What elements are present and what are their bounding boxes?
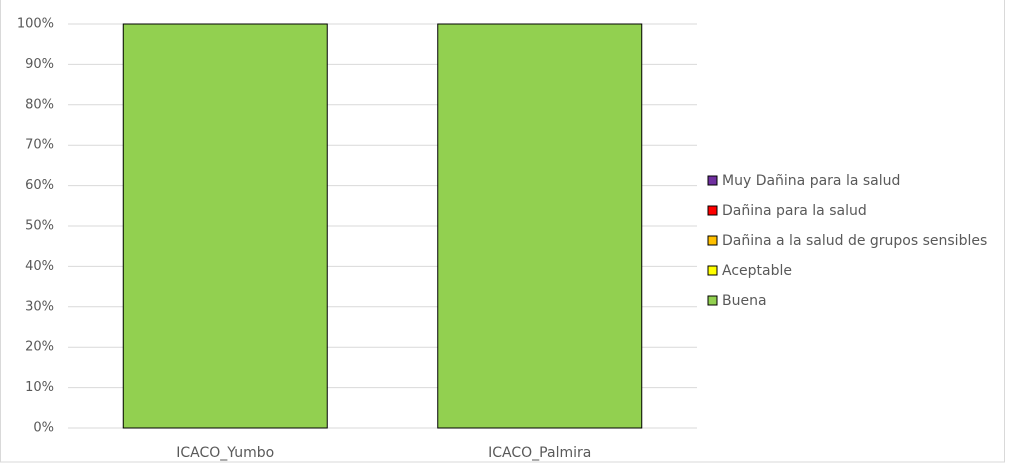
y-tick-label: 90% [25,57,54,72]
legend-swatch [707,205,718,216]
y-tick-label: 70% [25,138,54,153]
y-tick-label: 50% [25,219,54,234]
legend-label: Buena [722,293,767,309]
legend-label: Dañina a la salud de grupos sensibles [722,233,987,249]
x-tick-label: ICACO_Yumbo [176,445,274,461]
y-tick-label: 100% [17,17,54,32]
bar-segment [437,23,643,429]
y-tick-label: 60% [25,178,54,193]
y-tick-label: 10% [25,380,54,395]
x-tick-label: ICACO_Palmira [488,445,591,461]
y-tick-label: 80% [25,97,54,112]
y-tick-label: 20% [25,340,54,355]
y-tick-label: 0% [33,421,54,436]
y-tick-label: 40% [25,259,54,274]
legend-label: Muy Dañina para la salud [722,173,900,189]
legend-swatch [707,265,718,276]
legend-swatch [707,235,718,246]
legend-label: Dañina para la salud [722,203,867,219]
y-tick-label: 30% [25,299,54,314]
bar-segment [122,23,328,429]
legend-swatch [707,175,718,186]
legend-swatch [707,295,718,306]
legend-label: Aceptable [722,263,792,279]
